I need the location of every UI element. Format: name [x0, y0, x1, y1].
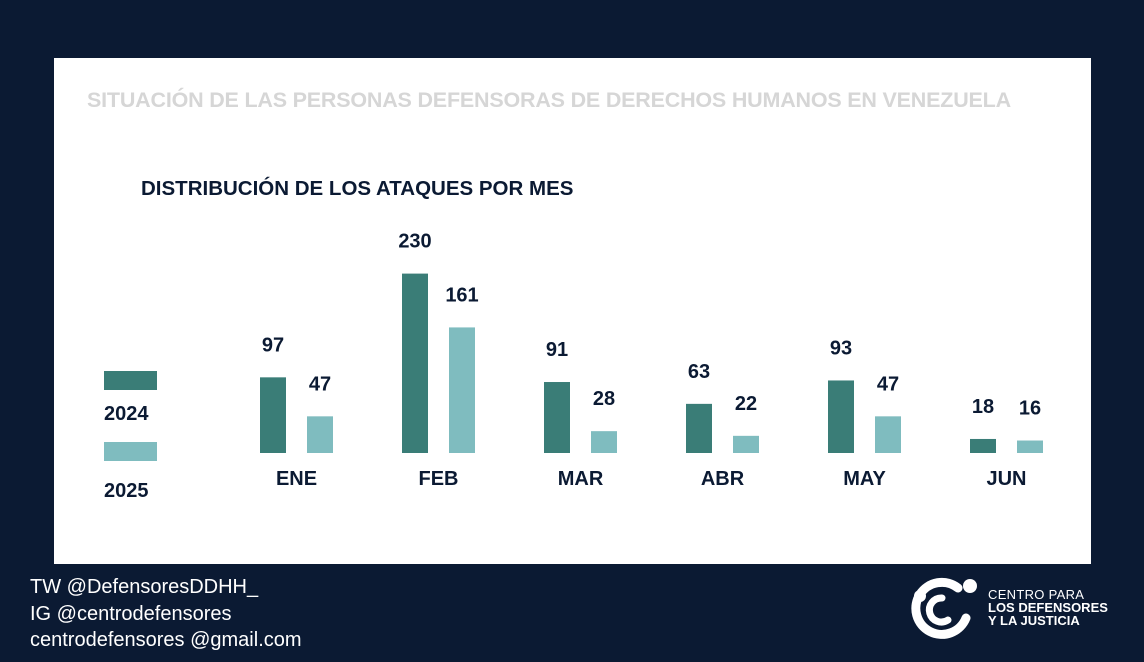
bar-abr-2024 [686, 403, 712, 453]
bar-jun-2024 [970, 438, 996, 453]
category-label-feb: FEB [419, 468, 459, 490]
data-label-feb-2024: 230 [398, 231, 431, 253]
page-title: SITUACIÓN DE LAS PERSONAS DEFENSORAS DE … [87, 88, 1011, 112]
bar-jun-2025 [1017, 440, 1043, 453]
logo-line-3: Y LA JUSTICIA [988, 613, 1080, 628]
data-label-may-2025: 47 [877, 373, 899, 395]
legend-swatch-2024 [104, 371, 157, 390]
legend-label-2024: 2024 [104, 403, 149, 425]
category-label-may: MAY [843, 468, 886, 490]
bar-feb-2025 [449, 327, 475, 453]
chart-title: DISTRIBUCIÓN DE LOS ATAQUES POR MES [141, 177, 574, 200]
category-label-jun: JUN [986, 468, 1026, 490]
category-label-mar: MAR [558, 468, 604, 490]
bar-ene-2025 [307, 416, 333, 453]
bar-mar-2025 [591, 431, 617, 453]
data-label-ene-2024: 97 [262, 334, 284, 356]
logo-wordmark: CENTRO PARA LOS DEFENSORES Y LA JUSTICIA [988, 588, 1108, 627]
bar-may-2024 [828, 380, 854, 453]
email-address[interactable]: centrodefensores @gmail.com [30, 629, 302, 651]
logo-line-1: CENTRO PARA [988, 587, 1085, 602]
category-label-ene: ENE [276, 468, 317, 490]
bar-feb-2024 [402, 273, 428, 453]
organization-logo: CENTRO PARA LOS DEFENSORES Y LA JUSTICIA [908, 574, 1138, 644]
bar-mar-2024 [544, 382, 570, 453]
person-circle-logo-icon [911, 577, 977, 639]
data-label-ene-2025: 47 [309, 373, 331, 395]
logo-line-2: LOS DEFENSORES [988, 600, 1108, 615]
data-label-jun-2024: 18 [972, 396, 994, 418]
bar-may-2025 [875, 416, 901, 453]
instagram-handle[interactable]: IG @centrodefensores [30, 602, 232, 625]
twitter-handle[interactable]: TW @DefensoresDDHH_ [30, 576, 259, 598]
bar-ene-2024 [260, 377, 286, 453]
footer-contacts: TW @DefensoresDDHH_ IG @centrodefensores… [30, 574, 302, 654]
data-label-mar-2025: 28 [593, 388, 615, 410]
data-label-abr-2025: 22 [735, 393, 757, 415]
data-label-abr-2024: 63 [688, 361, 710, 383]
data-label-mar-2024: 91 [546, 339, 568, 361]
chart-panel [54, 58, 1091, 564]
legend-label-2025: 2025 [104, 480, 149, 502]
category-label-abr: ABR [701, 468, 745, 490]
data-label-jun-2025: 16 [1019, 398, 1041, 420]
data-label-may-2024: 93 [830, 337, 852, 359]
legend-swatch-2025 [104, 442, 157, 461]
data-label-feb-2025: 161 [445, 284, 478, 306]
bar-abr-2025 [733, 435, 759, 453]
